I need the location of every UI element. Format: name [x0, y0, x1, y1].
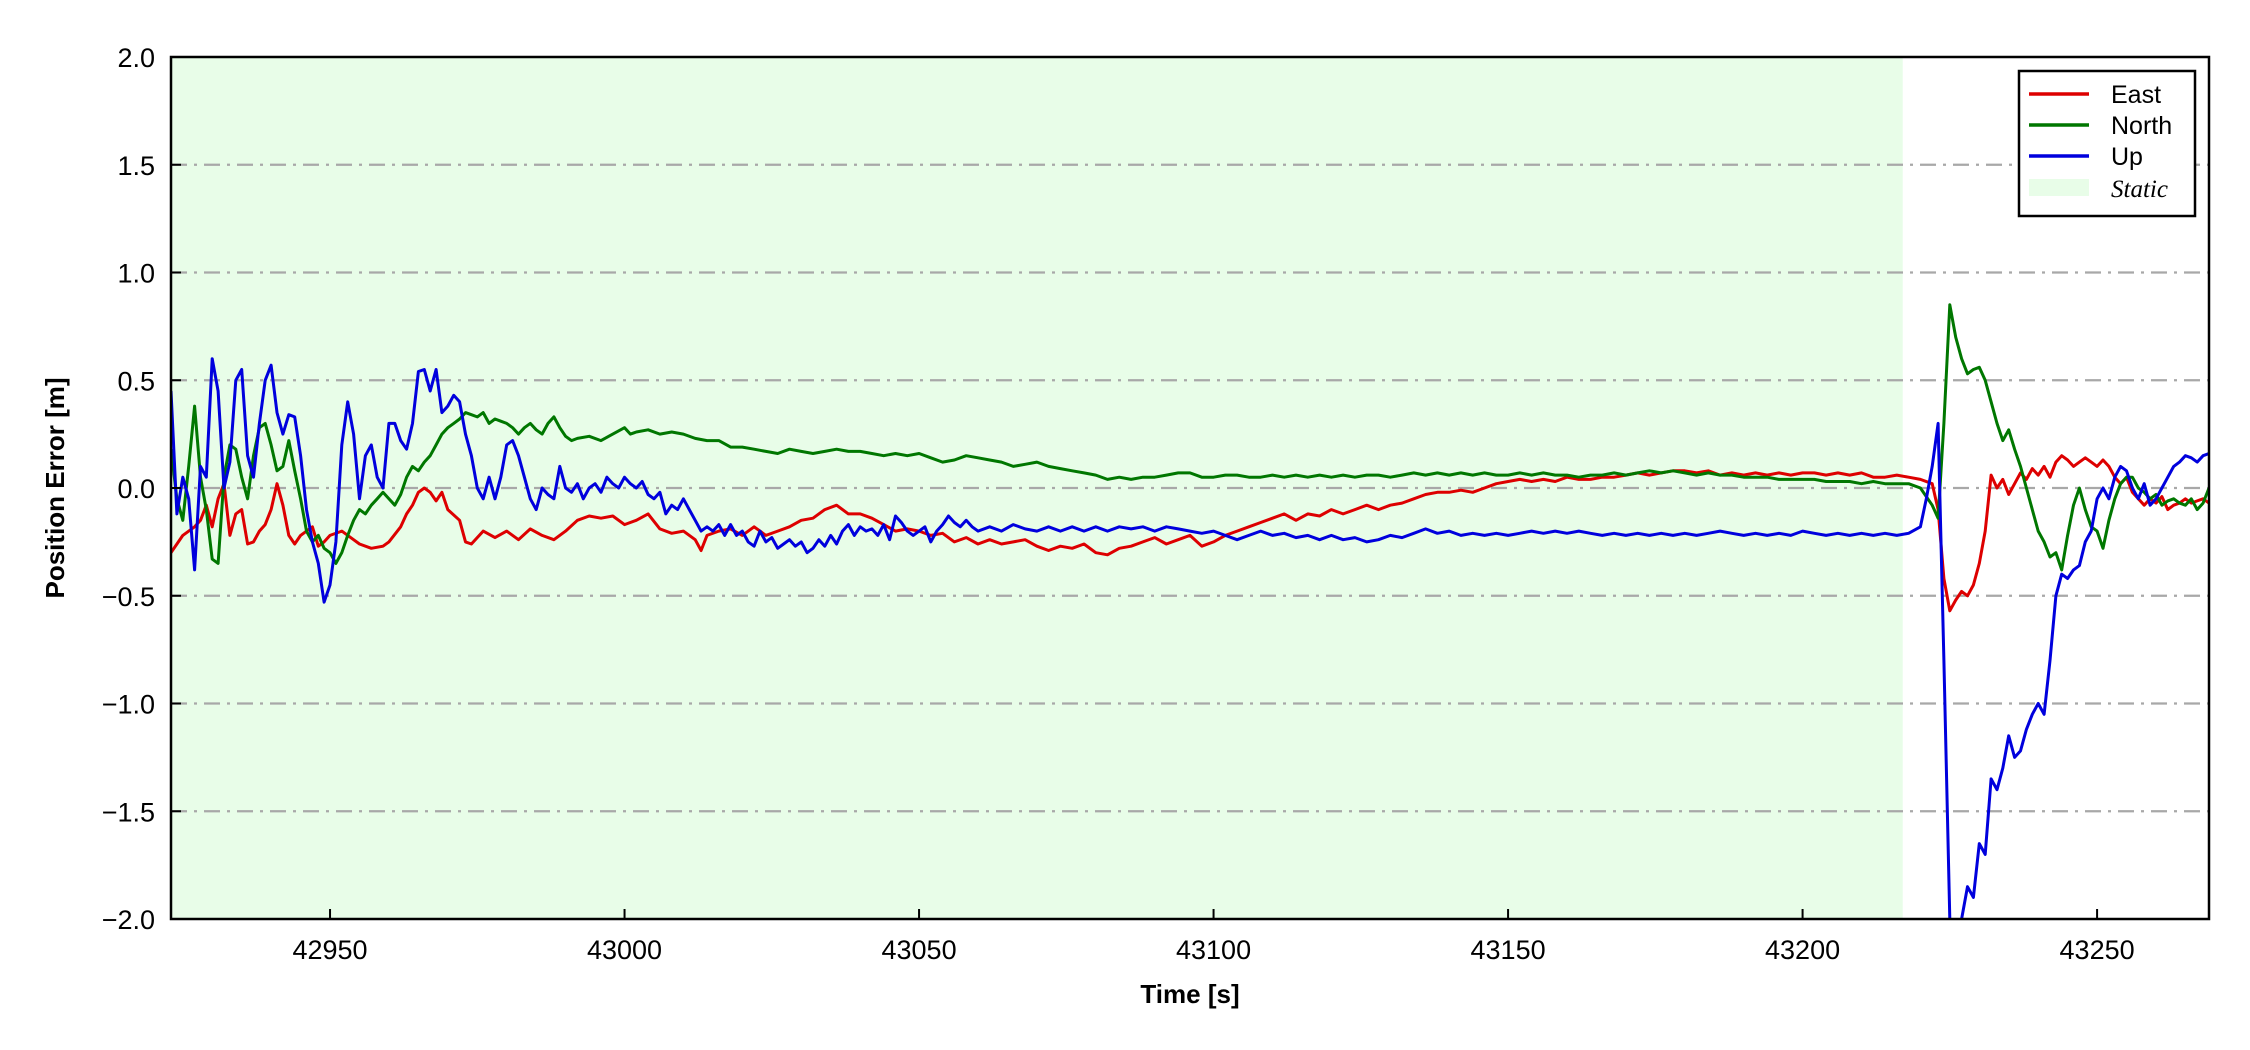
x-tick-label: 43100 — [1176, 935, 1251, 965]
y-tick-label: −2.0 — [102, 905, 155, 935]
y-axis: −2.0 −1.5 −1.0 −0.5 0.0 0.5 1.0 1.5 2.0 — [102, 43, 181, 935]
x-tick-label: 43250 — [2060, 935, 2135, 965]
x-tick-label: 42950 — [292, 935, 367, 965]
y-axis-label: Position Error [m] — [40, 377, 70, 598]
y-tick-label: 1.5 — [117, 151, 155, 181]
y-tick-label: −1.0 — [102, 690, 155, 720]
x-axis-label: Time [s] — [1140, 979, 1239, 1009]
x-tick-label: 43150 — [1471, 935, 1546, 965]
x-axis: 42950 43000 43050 43100 43150 43200 43250 — [292, 909, 2135, 965]
y-tick-label: 2.0 — [117, 43, 155, 73]
series-lines — [171, 303, 2209, 919]
legend-label-static: Static — [2111, 176, 2168, 203]
series-line-up — [171, 357, 2209, 919]
legend-swatch-static — [2029, 179, 2089, 196]
legend: East North Up Static — [2017, 69, 2197, 218]
y-tick-label: −1.5 — [102, 797, 155, 827]
y-tick-label: 1.0 — [117, 259, 155, 289]
series-line-north — [171, 303, 2209, 572]
legend-label-east: East — [2111, 81, 2161, 109]
y-tick-label: 0.5 — [117, 366, 155, 396]
x-tick-label: 43000 — [587, 935, 662, 965]
gridlines — [171, 163, 2209, 813]
x-tick-label: 43050 — [882, 935, 957, 965]
x-tick-label: 43200 — [1765, 935, 1840, 965]
legend-label-up: Up — [2111, 143, 2143, 171]
y-tick-label: −0.5 — [102, 582, 155, 612]
y-tick-label: 0.0 — [117, 474, 155, 504]
legend-label-north: North — [2111, 112, 2172, 140]
